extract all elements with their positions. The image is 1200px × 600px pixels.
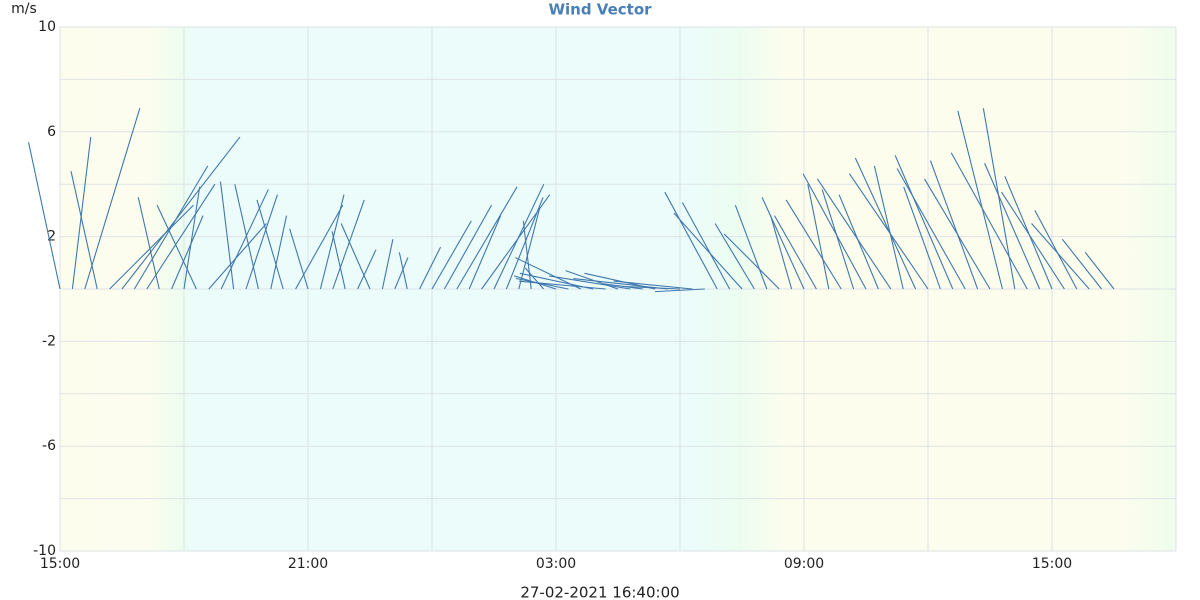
wind-vector <box>505 197 544 290</box>
chart-title: Wind Vector <box>548 1 652 19</box>
wind-vector <box>1084 251 1115 290</box>
wind-vector <box>1034 210 1078 290</box>
y-tick-label: -6 <box>42 438 56 454</box>
wind-vector <box>84 108 141 290</box>
wind-vector <box>673 212 743 290</box>
wind-vector <box>289 228 309 290</box>
wind-vector <box>331 231 346 290</box>
wind-vector <box>894 155 954 290</box>
y-tick-label: 6 <box>47 124 56 140</box>
wind-vector <box>723 233 780 290</box>
wind-vector <box>816 178 892 290</box>
wind-vector <box>761 197 805 290</box>
wind-vector <box>613 280 693 290</box>
wind-vector <box>654 288 705 293</box>
wind-vector <box>319 194 345 290</box>
wind-vector <box>340 223 371 290</box>
wind-vector <box>234 184 259 290</box>
x-axis-label: 27-02-2021 16:40:00 <box>520 584 679 600</box>
wind-vector <box>219 181 235 290</box>
x-tick-label: 09:00 <box>784 556 824 572</box>
wind-vector <box>256 199 284 290</box>
y-tick-label: -2 <box>42 333 56 349</box>
wind-vector <box>398 252 408 290</box>
wind-vector <box>1061 238 1103 290</box>
vectors <box>28 108 1115 293</box>
wind-vector <box>982 108 1016 290</box>
wind-vector <box>137 197 160 290</box>
wind-vector <box>1031 223 1090 290</box>
x-tick-label: 03:00 <box>536 556 576 572</box>
wind-vector <box>28 142 61 290</box>
y-unit: m/s <box>11 1 37 17</box>
wind-vector <box>381 239 394 290</box>
y-tick-label: 10 <box>38 19 56 35</box>
wind-vector <box>873 165 904 290</box>
wind-vector <box>681 202 731 290</box>
wind-vector <box>774 215 817 290</box>
wind-vector <box>929 160 979 290</box>
wind-vector <box>522 220 532 290</box>
wind-vector <box>950 152 1028 290</box>
wind-vector <box>524 267 545 290</box>
wind-vector <box>245 194 278 290</box>
wind-vector <box>854 157 917 290</box>
wind-vector <box>924 178 991 290</box>
wind-vector <box>394 257 409 290</box>
wind-vector <box>807 184 830 290</box>
wind-vector <box>156 204 197 290</box>
wind-vector <box>519 280 606 290</box>
x-tick-label: 15:00 <box>40 556 80 572</box>
wind-vector <box>70 170 98 290</box>
wind-vector <box>984 163 1041 290</box>
wind-vector <box>419 246 442 290</box>
wind-vector <box>431 220 472 290</box>
wind-vector <box>848 173 929 290</box>
wind-vector <box>220 189 269 290</box>
wind-vector <box>1001 191 1065 290</box>
wind-vector <box>664 191 718 290</box>
wind-vector <box>821 189 855 290</box>
wind-vector <box>518 207 541 290</box>
x-tick-label: 15:00 <box>1032 556 1072 572</box>
y-tick-label: -10 <box>33 543 56 559</box>
wind-vector <box>896 168 966 290</box>
wind-vector <box>622 285 681 290</box>
wind-vector <box>332 199 365 290</box>
wind-vector <box>734 204 768 290</box>
wind-vector <box>270 215 288 290</box>
x-tick-label: 21:00 <box>288 556 328 572</box>
wind-vector <box>770 215 793 290</box>
y-tick-label: 2 <box>47 229 56 245</box>
wind-vector <box>468 215 502 290</box>
wind-vector <box>549 275 631 290</box>
wind-vector <box>785 199 842 290</box>
wind-vector <box>714 223 755 290</box>
wind-vector <box>443 204 493 290</box>
wind-vector <box>903 186 941 290</box>
wind-vector <box>802 173 867 290</box>
wind-vector <box>208 223 267 290</box>
wind-vector <box>183 186 201 290</box>
wind-vector <box>146 183 216 290</box>
wind-vector <box>121 136 241 290</box>
wind-vector <box>71 136 92 290</box>
wind-vector <box>133 165 209 290</box>
wind-vector <box>456 186 518 290</box>
wind-vector <box>493 183 545 290</box>
wind-vector <box>957 110 1003 290</box>
wind-vector <box>357 249 377 290</box>
wind-vector <box>109 204 194 290</box>
wind-vector <box>171 215 204 290</box>
